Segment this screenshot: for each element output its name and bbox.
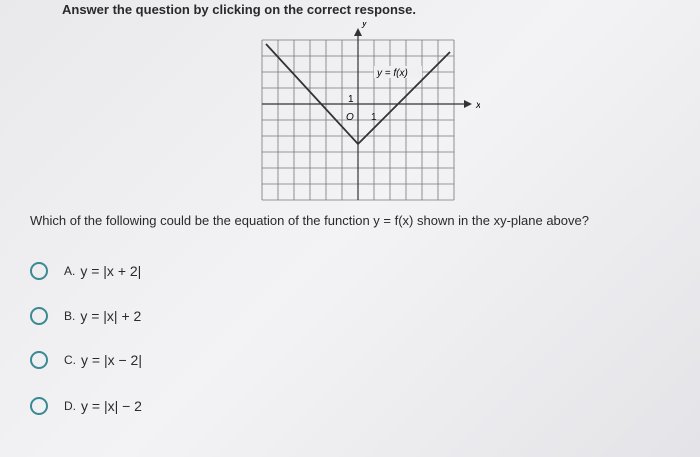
option-letter: B. <box>64 309 76 323</box>
x-arrow <box>464 100 472 108</box>
radio-button[interactable] <box>30 351 48 369</box>
function-label: y = f(x) <box>376 68 408 79</box>
option-letter: C. <box>64 353 76 367</box>
option-text: y = |x| + 2 <box>80 308 142 324</box>
option-letter: D. <box>64 399 76 413</box>
function-curve <box>265 43 451 146</box>
option[interactable]: D. y = |x| − 2 <box>30 397 142 415</box>
option-text: y = |x| − 2 <box>81 398 142 414</box>
x-unit-label: 1 <box>371 112 377 123</box>
option[interactable]: A. y = |x + 2| <box>30 262 141 280</box>
radio-button[interactable] <box>30 262 48 280</box>
y-arrow <box>354 28 362 36</box>
origin-label: O <box>346 112 354 123</box>
option[interactable]: C. y = |x − 2| <box>30 351 142 369</box>
option[interactable]: B. y = |x| + 2 <box>30 307 141 325</box>
option-text: y = |x + 2| <box>80 263 142 279</box>
graph: x y y = f(x) 1 O 1 <box>261 22 480 201</box>
option-letter: A. <box>64 264 76 278</box>
instruction: Answer the question by clicking on the c… <box>62 2 416 17</box>
y-axis-label: y <box>361 22 368 29</box>
y-unit-label: 1 <box>348 94 354 105</box>
radio-button[interactable] <box>30 307 48 325</box>
question: Which of the following could be the equa… <box>30 213 589 228</box>
radio-button[interactable] <box>30 397 48 415</box>
option-text: y = |x − 2| <box>81 352 142 368</box>
x-axis-label: x <box>475 100 480 111</box>
label-bg <box>374 66 422 78</box>
